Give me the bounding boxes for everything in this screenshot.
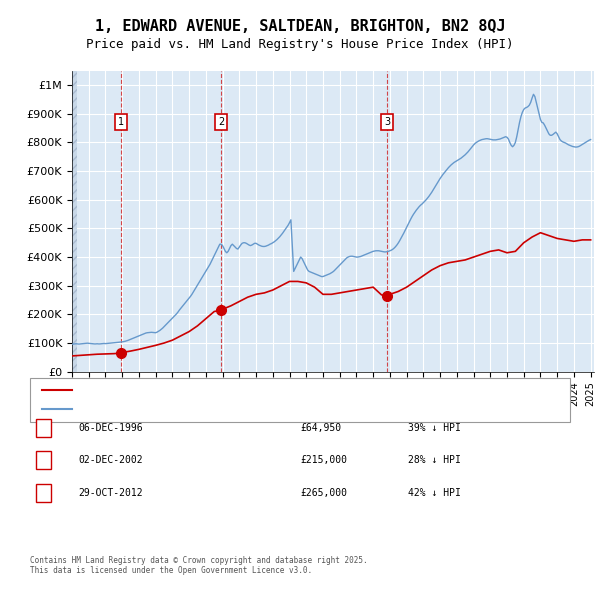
Text: £215,000: £215,000: [300, 455, 347, 465]
Text: 3: 3: [41, 488, 46, 497]
Text: 42% ↓ HPI: 42% ↓ HPI: [408, 488, 461, 497]
Text: 29-OCT-2012: 29-OCT-2012: [78, 488, 143, 497]
Text: 2: 2: [218, 117, 224, 127]
Text: £265,000: £265,000: [300, 488, 347, 497]
Text: 02-DEC-2002: 02-DEC-2002: [78, 455, 143, 465]
Text: £64,950: £64,950: [300, 423, 341, 432]
Text: Price paid vs. HM Land Registry's House Price Index (HPI): Price paid vs. HM Land Registry's House …: [86, 38, 514, 51]
Text: 1, EDWARD AVENUE, SALTDEAN, BRIGHTON, BN2 8QJ (detached house): 1, EDWARD AVENUE, SALTDEAN, BRIGHTON, BN…: [78, 385, 411, 395]
Text: Contains HM Land Registry data © Crown copyright and database right 2025.
This d: Contains HM Land Registry data © Crown c…: [30, 556, 368, 575]
Text: 2: 2: [41, 455, 46, 465]
Text: 06-DEC-1996: 06-DEC-1996: [78, 423, 143, 432]
Text: 1: 1: [118, 117, 124, 127]
Text: 1: 1: [41, 423, 46, 432]
Text: 1, EDWARD AVENUE, SALTDEAN, BRIGHTON, BN2 8QJ: 1, EDWARD AVENUE, SALTDEAN, BRIGHTON, BN…: [95, 19, 505, 34]
Text: 28% ↓ HPI: 28% ↓ HPI: [408, 455, 461, 465]
Text: 39% ↓ HPI: 39% ↓ HPI: [408, 423, 461, 432]
Text: HPI: Average price, detached house, Brighton and Hove: HPI: Average price, detached house, Brig…: [78, 405, 363, 414]
Text: 3: 3: [384, 117, 390, 127]
